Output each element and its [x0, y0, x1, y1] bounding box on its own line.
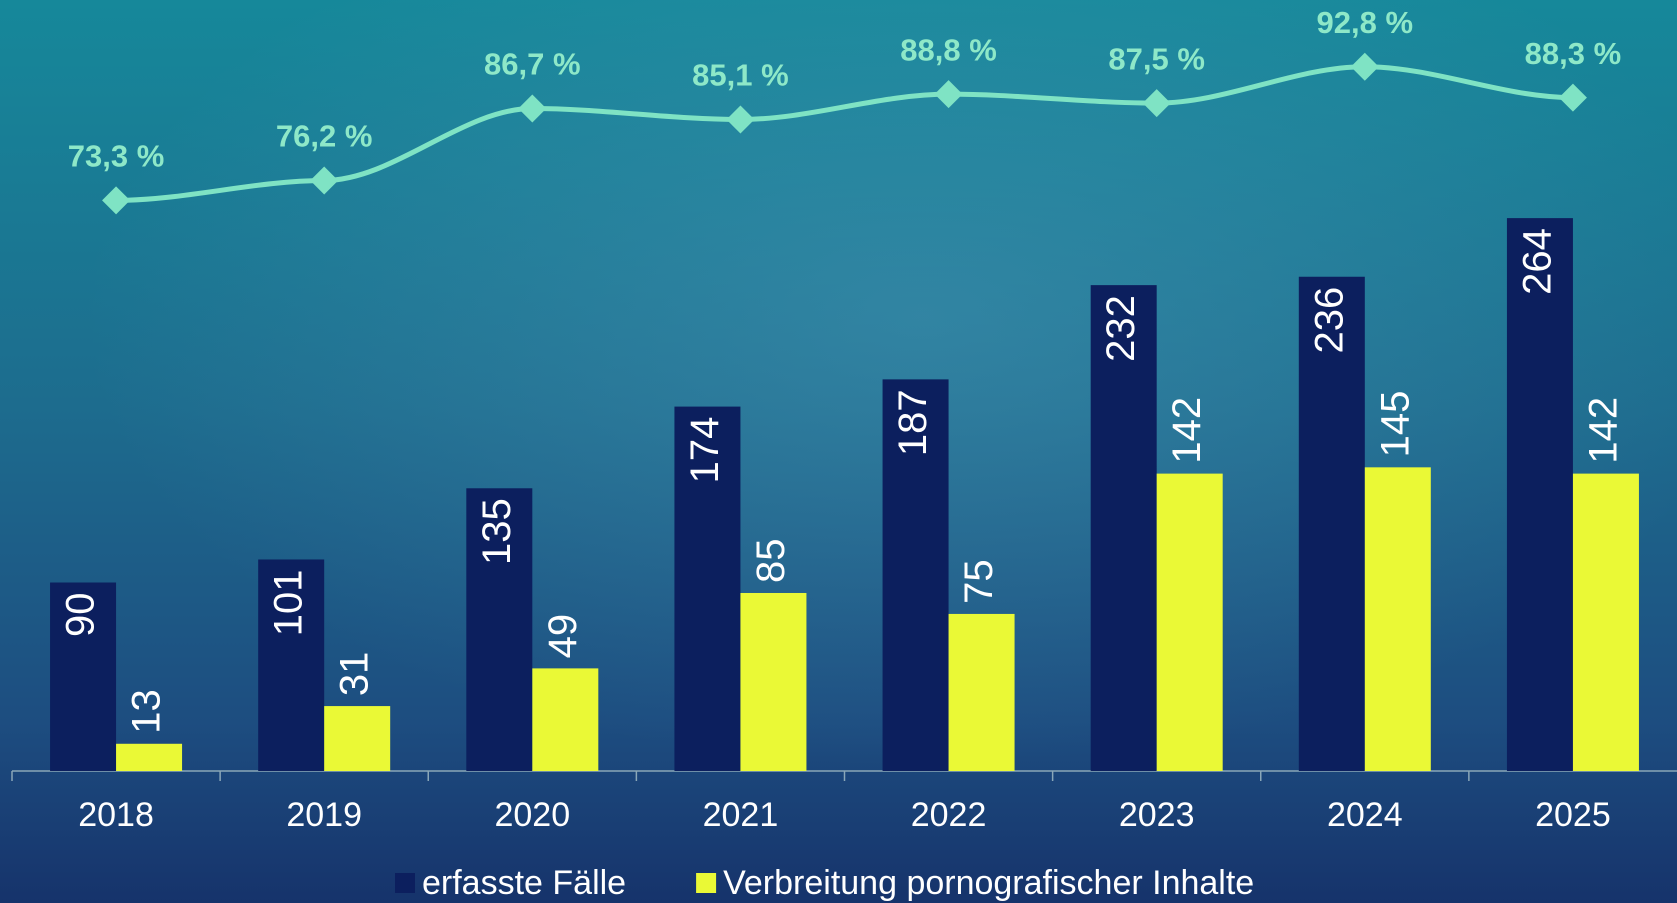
- bar: [882, 379, 949, 771]
- x-tick-label: 2023: [1119, 796, 1195, 834]
- line-marker: [518, 94, 547, 123]
- line-value-label: 73,3 %: [68, 139, 165, 174]
- bar-value-label: 75: [957, 559, 1001, 604]
- bar-value-label: 187: [891, 389, 935, 456]
- legend-swatch: [395, 873, 415, 893]
- bar: [674, 406, 741, 771]
- line-value-label: 86,7 %: [484, 47, 581, 82]
- line-value-label: 85,1 %: [692, 58, 789, 93]
- bar: [740, 592, 807, 771]
- line-marker: [1350, 52, 1379, 81]
- bar: [1572, 473, 1639, 771]
- x-tick-label: 2020: [494, 796, 570, 834]
- bar-value-label: 90: [59, 593, 103, 638]
- bar: [324, 706, 391, 771]
- bar: [50, 582, 117, 771]
- line-value-label: 88,8 %: [900, 32, 997, 67]
- bar: [1364, 467, 1431, 771]
- x-tick-label: 2024: [1327, 796, 1403, 834]
- legend-label: Verbreitung pornografischer Inhalte: [723, 864, 1254, 902]
- legend-label: erfasste Fälle: [422, 864, 626, 902]
- bar-value-label: 101: [267, 569, 311, 636]
- bar: [1506, 218, 1573, 771]
- bar-value-label: 13: [125, 689, 169, 734]
- line-marker: [726, 105, 755, 134]
- line-marker: [102, 186, 131, 215]
- bar: [1298, 276, 1365, 771]
- line-marker: [1142, 89, 1171, 118]
- bar: [258, 559, 325, 771]
- bar: [466, 488, 533, 771]
- legend-swatch: [696, 873, 717, 893]
- line-value-label: 76,2 %: [276, 119, 373, 154]
- bar-value-label: 135: [475, 498, 519, 565]
- x-tick-label: 2021: [703, 796, 779, 834]
- bar-value-label: 142: [1165, 397, 1209, 464]
- bar-value-label: 174: [683, 417, 727, 484]
- x-tick-label: 2019: [286, 796, 362, 834]
- bar-value-label: 264: [1516, 228, 1560, 295]
- bar-value-label: 85: [749, 538, 793, 583]
- line-marker: [1558, 83, 1587, 112]
- x-tick-label: 2025: [1535, 796, 1611, 834]
- bar-value-label: 142: [1582, 397, 1626, 464]
- bar-value-label: 31: [333, 652, 377, 697]
- line-value-label: 87,5 %: [1108, 41, 1205, 76]
- line: [116, 64, 1573, 203]
- bar: [1156, 473, 1223, 771]
- line-value-label: 88,3 %: [1525, 36, 1622, 71]
- bar: [532, 668, 599, 771]
- bar: [948, 613, 1015, 771]
- bar: [116, 743, 183, 771]
- line-marker: [934, 80, 963, 109]
- bar-value-label: 236: [1307, 287, 1351, 354]
- line-marker: [310, 166, 339, 195]
- line-value-label: 92,8 %: [1317, 5, 1414, 40]
- bar: [1090, 285, 1157, 771]
- bar-value-label: 232: [1099, 295, 1143, 362]
- x-tick-label: 2022: [911, 796, 987, 834]
- bar-value-label: 145: [1373, 391, 1417, 458]
- bar-value-label: 49: [541, 614, 585, 659]
- x-tick-label: 2018: [78, 796, 154, 834]
